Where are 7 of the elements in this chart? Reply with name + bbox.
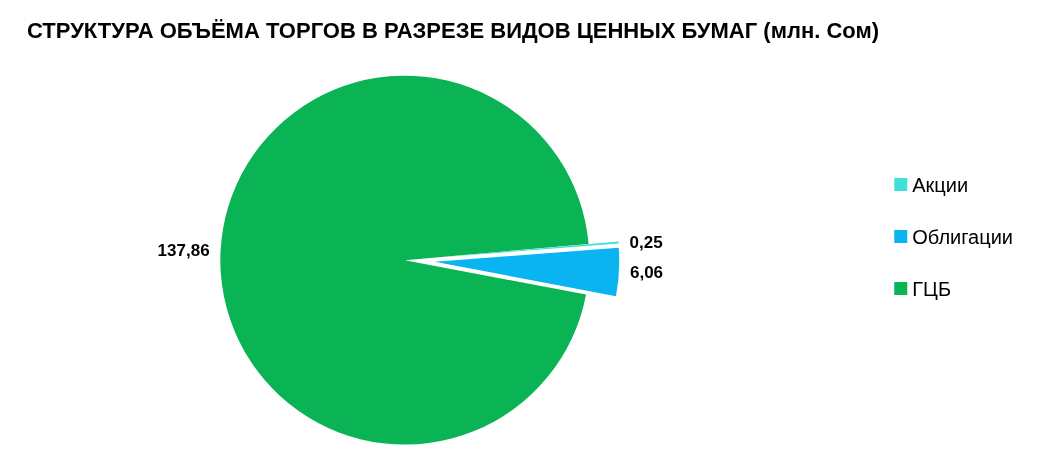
data-label: 0,25 [629, 232, 663, 252]
legend-label: Облигации [912, 225, 1013, 248]
data-label: 6,06 [629, 262, 664, 282]
legend-label: ГЦБ [912, 277, 952, 300]
legend-label: Акции [912, 173, 969, 196]
chart-title: СТРУКТУРА ОБЪЁМА ТОРГОВ В РАЗРЕЗЕ ВИДОВ ЦЕННЫХ БУМАГ (млн. Сом) [27, 17, 880, 43]
data-label: 137,86 [157, 241, 210, 261]
